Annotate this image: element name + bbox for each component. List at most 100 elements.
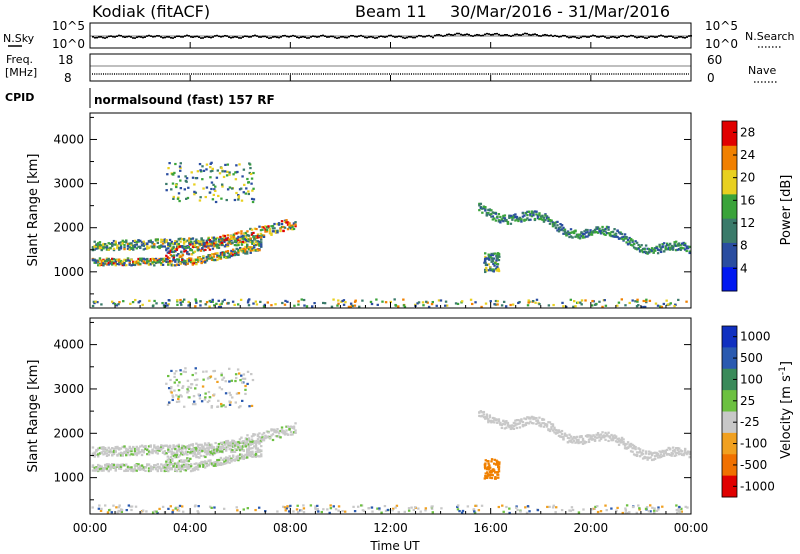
- velocity-cell: [216, 445, 219, 448]
- power-cell: [565, 231, 568, 235]
- velocity-cell: [505, 426, 508, 429]
- velocity-cell: [461, 509, 465, 513]
- power-cell: [228, 171, 231, 174]
- velocity-cell: [98, 446, 102, 450]
- power-cell: [656, 252, 660, 255]
- velocity-cell: [232, 444, 236, 447]
- power-cell: [214, 189, 217, 193]
- power-cell: [634, 300, 637, 303]
- power-cell: [247, 234, 251, 237]
- power-cell: [107, 242, 110, 245]
- velocity-cell: [560, 432, 564, 436]
- velocity-cell: [142, 466, 145, 469]
- velocity-cell: [515, 505, 518, 508]
- velocity-cell: [166, 463, 170, 467]
- power-cell: [135, 243, 138, 246]
- power-cell: [394, 303, 397, 307]
- velocity-cell: [214, 462, 217, 465]
- power-cell: [95, 245, 98, 249]
- velocity-cell: [180, 505, 184, 508]
- velocity-cell: [174, 456, 177, 459]
- velocity-cell: [235, 457, 238, 460]
- power-cell: [478, 204, 481, 207]
- power-cell: [491, 215, 495, 218]
- power-cell: [110, 300, 114, 303]
- power-cell: [219, 256, 223, 259]
- velocity-cell: [274, 431, 278, 434]
- power-cell: [274, 231, 278, 234]
- nsky-sample: [594, 35, 596, 37]
- velocity-cell: [184, 459, 188, 462]
- power-cell: [620, 232, 624, 236]
- power-cell: [165, 239, 168, 242]
- velocity-cell: [285, 432, 288, 435]
- power-cell: [193, 258, 196, 261]
- power-cell: [662, 302, 666, 306]
- velocity-cell: [237, 454, 240, 457]
- power-cell: [403, 305, 407, 309]
- velocity-cell: [236, 509, 239, 512]
- power-cell: [200, 238, 203, 241]
- freq-label: Freq.: [6, 53, 33, 66]
- velocity-cell: [647, 450, 651, 453]
- velocity-cell: [219, 463, 223, 466]
- power-cell: [263, 303, 266, 306]
- velocity-cell: [213, 393, 216, 396]
- velocity-cell: [528, 510, 531, 513]
- power-cell: [246, 230, 249, 233]
- velocity-cell: [265, 430, 269, 433]
- velocity-cell: [598, 436, 601, 439]
- power-cell: [137, 301, 140, 304]
- power-cell: [256, 243, 259, 246]
- power-cell: [517, 219, 520, 223]
- power-cell: [228, 241, 231, 244]
- velocity-cell: [130, 467, 133, 470]
- power-cell: [189, 261, 193, 264]
- velocity-cell: [146, 463, 149, 466]
- velocity-cell: [181, 453, 185, 456]
- velocity-cell: [482, 416, 486, 419]
- power-cell: [144, 242, 147, 245]
- power-cell: [258, 242, 261, 246]
- power-cell: [493, 252, 497, 255]
- power-cell: [195, 263, 198, 266]
- velocity-cell: [485, 417, 489, 420]
- velocity-cell: [184, 447, 188, 450]
- power-cell: [674, 240, 678, 243]
- velocity-cell: [271, 438, 275, 442]
- velocity-cell: [191, 373, 194, 377]
- power-cell: [208, 248, 212, 251]
- velocity-cell: [142, 467, 145, 470]
- power-cell: [548, 218, 552, 222]
- velocity-cell: [179, 466, 182, 470]
- velocity-cell: [208, 453, 212, 456]
- velocity-cell: [508, 426, 511, 429]
- power-cell: [251, 189, 254, 192]
- velocity-cell: [302, 504, 305, 507]
- power-cell: [688, 251, 691, 255]
- power-cell: [246, 240, 249, 243]
- velocity-cell: [99, 509, 103, 513]
- velocity-cell: [238, 453, 242, 456]
- velocity-cell: [671, 449, 675, 452]
- nsky-sample: [214, 35, 216, 37]
- power-cell: [652, 248, 655, 251]
- power-cell: [515, 218, 519, 221]
- velocity-cell: [125, 447, 128, 450]
- power-cell: [277, 223, 281, 226]
- power-cell: [195, 245, 198, 249]
- velocity-cell: [181, 460, 185, 464]
- power-cell: [91, 247, 95, 250]
- velocity-cell: [277, 432, 281, 435]
- power-cell: [93, 240, 96, 243]
- nsky-sample: [640, 35, 642, 38]
- velocity-cell: [674, 454, 678, 457]
- velocity-cell: [472, 508, 476, 511]
- velocity-cell: [220, 441, 224, 445]
- velocity-cell: [226, 443, 230, 446]
- power-cell: [172, 245, 175, 248]
- power-cell: [538, 217, 541, 221]
- power-cell: [181, 261, 184, 264]
- velocity-cell: [212, 464, 216, 467]
- velocity-cell: [97, 453, 100, 456]
